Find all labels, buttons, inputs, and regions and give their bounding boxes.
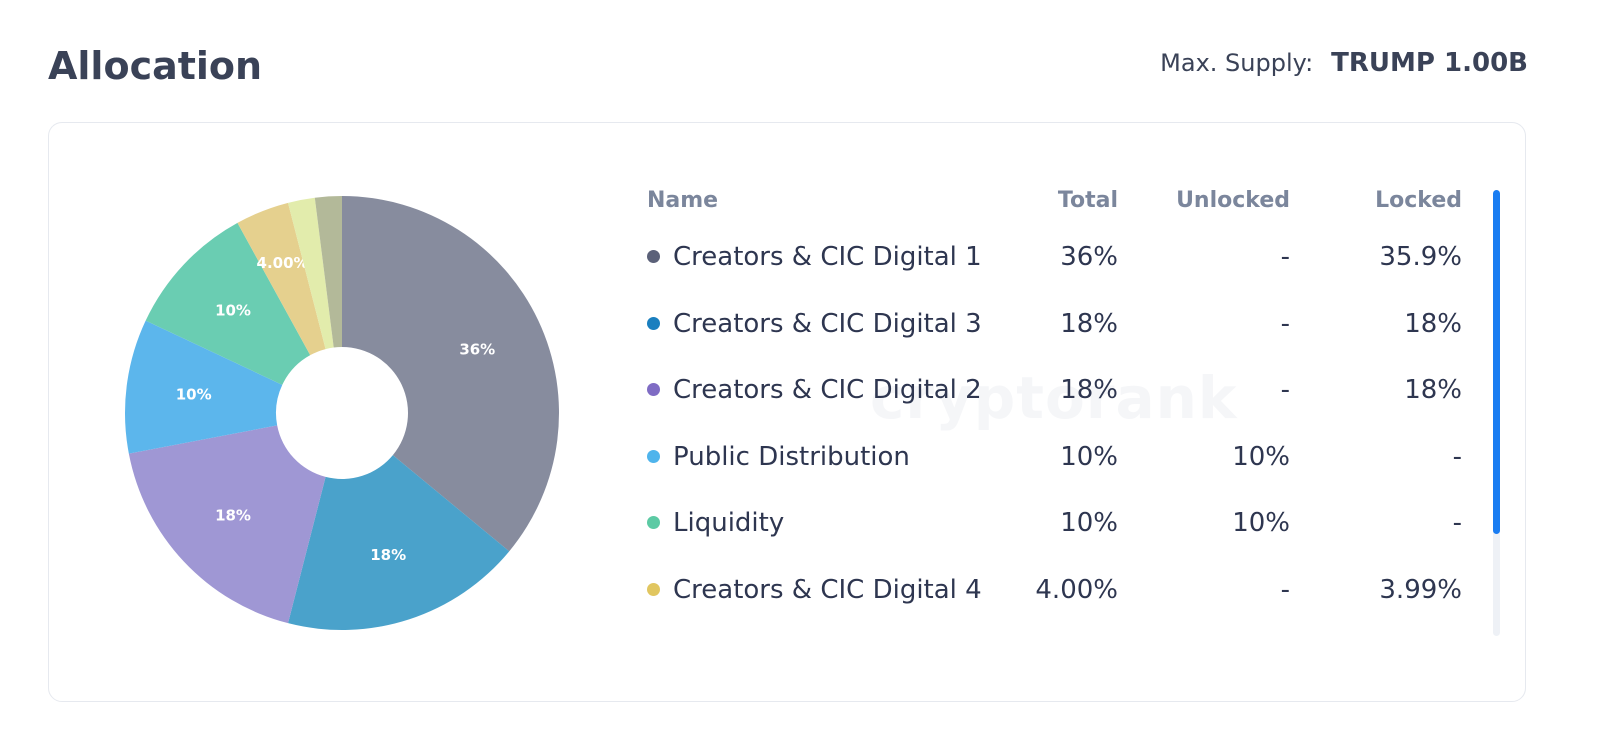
- pie-slice[interactable]: [288, 197, 334, 350]
- pie-slice[interactable]: [128, 425, 326, 624]
- legend-dot: [647, 250, 660, 263]
- row-unlocked: 10%: [1232, 441, 1290, 472]
- pie-slice[interactable]: [145, 222, 311, 385]
- slice-label: 18%: [215, 506, 251, 524]
- table-scrollbar[interactable]: [1493, 190, 1500, 636]
- slice-label: 18%: [370, 546, 406, 564]
- row-name: Creators & CIC Digital 1: [673, 242, 982, 272]
- page-title: Allocation: [48, 44, 263, 88]
- column-header-name[interactable]: Name: [647, 188, 719, 213]
- slice-label: 10%: [176, 385, 212, 403]
- column-header-locked[interactable]: Locked: [1375, 188, 1462, 213]
- table-row[interactable]: Creators & CIC Digital 1 36% - 35.9%: [647, 228, 1462, 295]
- scrollbar-thumb[interactable]: [1493, 190, 1500, 534]
- row-unlocked: 10%: [1232, 508, 1290, 538]
- row-total: 4.00%: [1035, 574, 1118, 605]
- max-supply-value: TRUMP 1.00B: [1331, 48, 1528, 78]
- watermark: cryptorank: [870, 364, 1238, 432]
- pie-slice[interactable]: [125, 320, 283, 454]
- row-unlocked: -: [1280, 242, 1290, 272]
- row-total: 18%: [1060, 375, 1118, 405]
- row-name: Creators & CIC Digital 4: [673, 574, 982, 605]
- legend-dot: [647, 449, 660, 463]
- row-name: Public Distribution: [673, 441, 910, 472]
- row-name: Creators & CIC Digital 3: [673, 308, 982, 339]
- slice-label: 10%: [215, 302, 251, 320]
- row-locked: 18%: [1404, 375, 1462, 405]
- table-row[interactable]: Creators & CIC Digital 4 4.00% - 3.99%: [647, 561, 1462, 628]
- table-row[interactable]: Public Distribution 10% 10% -: [647, 428, 1462, 495]
- allocation-table: Name Total Unlocked Locked Creators & CI…: [647, 180, 1462, 627]
- row-locked: 18%: [1404, 308, 1462, 339]
- row-locked: -: [1452, 508, 1462, 538]
- pie-slice[interactable]: [237, 202, 326, 356]
- column-header-total[interactable]: Total: [1057, 188, 1118, 213]
- max-supply: Max. Supply: TRUMP 1.00B: [1160, 48, 1528, 78]
- table-row[interactable]: Liquidity 10% 10% -: [647, 494, 1462, 561]
- slice-label: 4.00%: [257, 254, 309, 272]
- pie-slice[interactable]: [314, 196, 342, 348]
- pie-slice[interactable]: [288, 455, 510, 630]
- row-unlocked: -: [1280, 375, 1290, 405]
- legend-dot: [647, 582, 660, 596]
- row-total: 18%: [1060, 308, 1118, 339]
- legend-dot: [647, 316, 660, 330]
- slice-label: 36%: [459, 340, 495, 358]
- row-total: 36%: [1060, 242, 1118, 272]
- row-locked: 35.9%: [1379, 242, 1462, 272]
- legend-dot: [647, 516, 660, 529]
- table-row[interactable]: Creators & CIC Digital 2 18% - 18%: [647, 361, 1462, 428]
- row-name: Creators & CIC Digital 2: [673, 375, 982, 405]
- row-unlocked: -: [1280, 574, 1290, 605]
- max-supply-label: Max. Supply:: [1160, 49, 1314, 77]
- column-header-unlocked[interactable]: Unlocked: [1176, 188, 1290, 213]
- row-locked: -: [1452, 441, 1462, 472]
- legend-dot: [647, 383, 660, 396]
- table-header: Name Total Unlocked Locked: [647, 180, 1462, 228]
- row-total: 10%: [1060, 441, 1118, 472]
- row-unlocked: -: [1280, 308, 1290, 339]
- row-name: Liquidity: [673, 508, 785, 538]
- row-total: 10%: [1060, 508, 1118, 538]
- pie-slice[interactable]: [342, 196, 559, 552]
- table-row[interactable]: Creators & CIC Digital 3 18% - 18%: [647, 295, 1462, 362]
- row-locked: 3.99%: [1379, 574, 1462, 605]
